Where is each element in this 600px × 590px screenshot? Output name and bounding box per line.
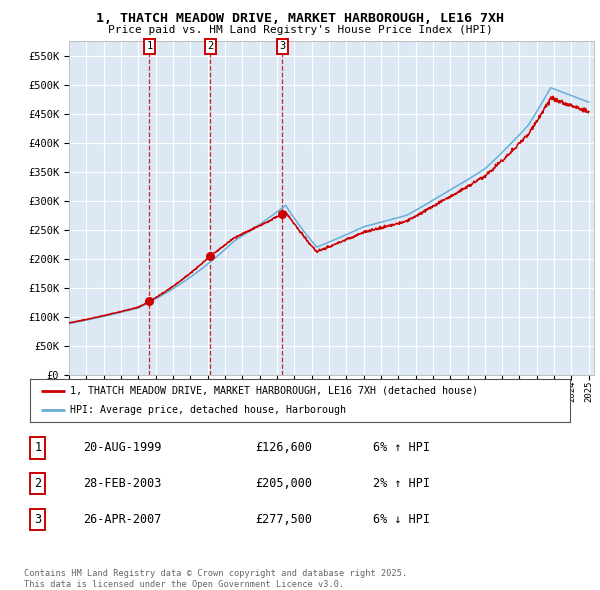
Text: £126,600: £126,600 [255, 441, 312, 454]
Text: 2% ↑ HPI: 2% ↑ HPI [373, 477, 430, 490]
Text: £277,500: £277,500 [255, 513, 312, 526]
Text: 6% ↓ HPI: 6% ↓ HPI [373, 513, 430, 526]
Text: Price paid vs. HM Land Registry's House Price Index (HPI): Price paid vs. HM Land Registry's House … [107, 25, 493, 35]
Text: 26-APR-2007: 26-APR-2007 [83, 513, 161, 526]
Text: 1, THATCH MEADOW DRIVE, MARKET HARBOROUGH, LE16 7XH (detached house): 1, THATCH MEADOW DRIVE, MARKET HARBOROUG… [71, 386, 479, 396]
Text: 3: 3 [280, 41, 286, 51]
Text: 2: 2 [207, 41, 214, 51]
Text: 1: 1 [146, 41, 152, 51]
Text: 20-AUG-1999: 20-AUG-1999 [83, 441, 161, 454]
Text: 3: 3 [34, 513, 41, 526]
Text: 1: 1 [34, 441, 41, 454]
Text: 1, THATCH MEADOW DRIVE, MARKET HARBOROUGH, LE16 7XH: 1, THATCH MEADOW DRIVE, MARKET HARBOROUG… [96, 12, 504, 25]
Text: Contains HM Land Registry data © Crown copyright and database right 2025.
This d: Contains HM Land Registry data © Crown c… [24, 569, 407, 589]
Text: £205,000: £205,000 [255, 477, 312, 490]
Text: 6% ↑ HPI: 6% ↑ HPI [373, 441, 430, 454]
Text: 2: 2 [34, 477, 41, 490]
Text: 28-FEB-2003: 28-FEB-2003 [83, 477, 161, 490]
Text: HPI: Average price, detached house, Harborough: HPI: Average price, detached house, Harb… [71, 405, 347, 415]
